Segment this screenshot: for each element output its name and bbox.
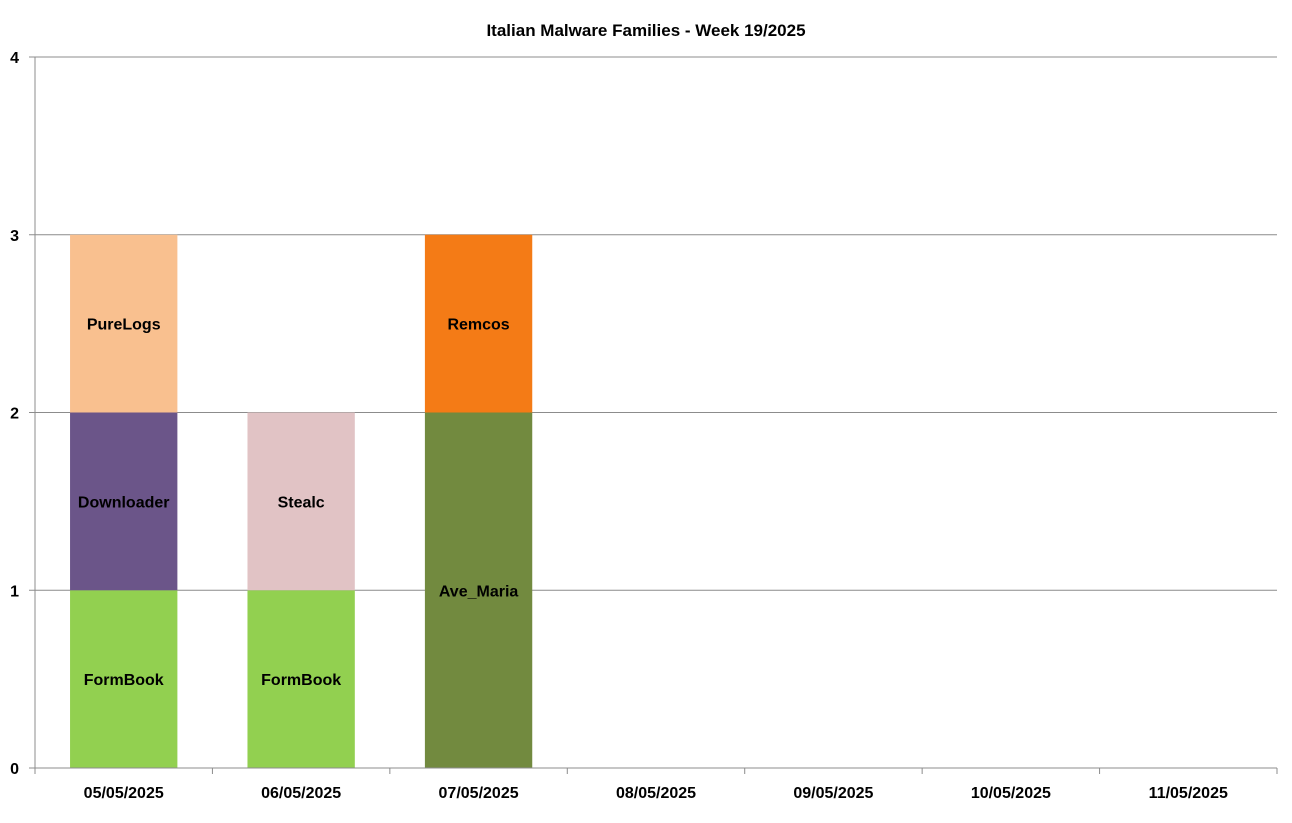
gridlines: [35, 56, 1277, 591]
y-tick-label: 2: [10, 406, 19, 423]
axes: [29, 56, 1278, 774]
data-label: Stealc: [278, 494, 325, 511]
y-tick-label: 0: [10, 761, 19, 778]
x-tick-label: 09/05/2025: [793, 785, 873, 802]
bar-segment: [424, 234, 533, 413]
x-tick-label: 06/05/2025: [261, 785, 341, 802]
x-tick-label: 08/05/2025: [616, 785, 696, 802]
bar-segment: [70, 590, 178, 768]
data-label: FormBook: [261, 672, 341, 689]
data-label: Downloader: [78, 494, 170, 511]
bars: FormBook Downloader PureLogs FormBook Stealc…: [70, 234, 533, 768]
x-tick-label: 11/05/2025: [1149, 785, 1228, 802]
data-label: Remcos: [447, 317, 509, 334]
y-tick-label: 3: [10, 228, 19, 245]
data-label: PureLogs: [87, 317, 161, 334]
bar-segment: [247, 412, 355, 591]
y-tick-label: 1: [10, 583, 19, 600]
data-label: FormBook: [84, 672, 164, 689]
data-label: Ave_Maria: [439, 583, 519, 600]
x-tick-label: 05/05/2025: [84, 785, 164, 802]
x-tick-label: 07/05/2025: [439, 785, 519, 802]
tick-labels: 0 1 2 3 4 05/05/2025 06/05/2025 07/05/2025 08/05…: [10, 50, 1228, 802]
y-tick-label: 4: [10, 50, 19, 67]
bar-segment: [70, 234, 178, 413]
bar-segment: [247, 590, 355, 768]
chart-title: Italian Malware Families - Week 19/2025: [486, 21, 805, 40]
x-tick-label: 10/05/2025: [971, 785, 1051, 802]
bar-segment: [70, 412, 178, 591]
bar-segment: [424, 412, 533, 768]
